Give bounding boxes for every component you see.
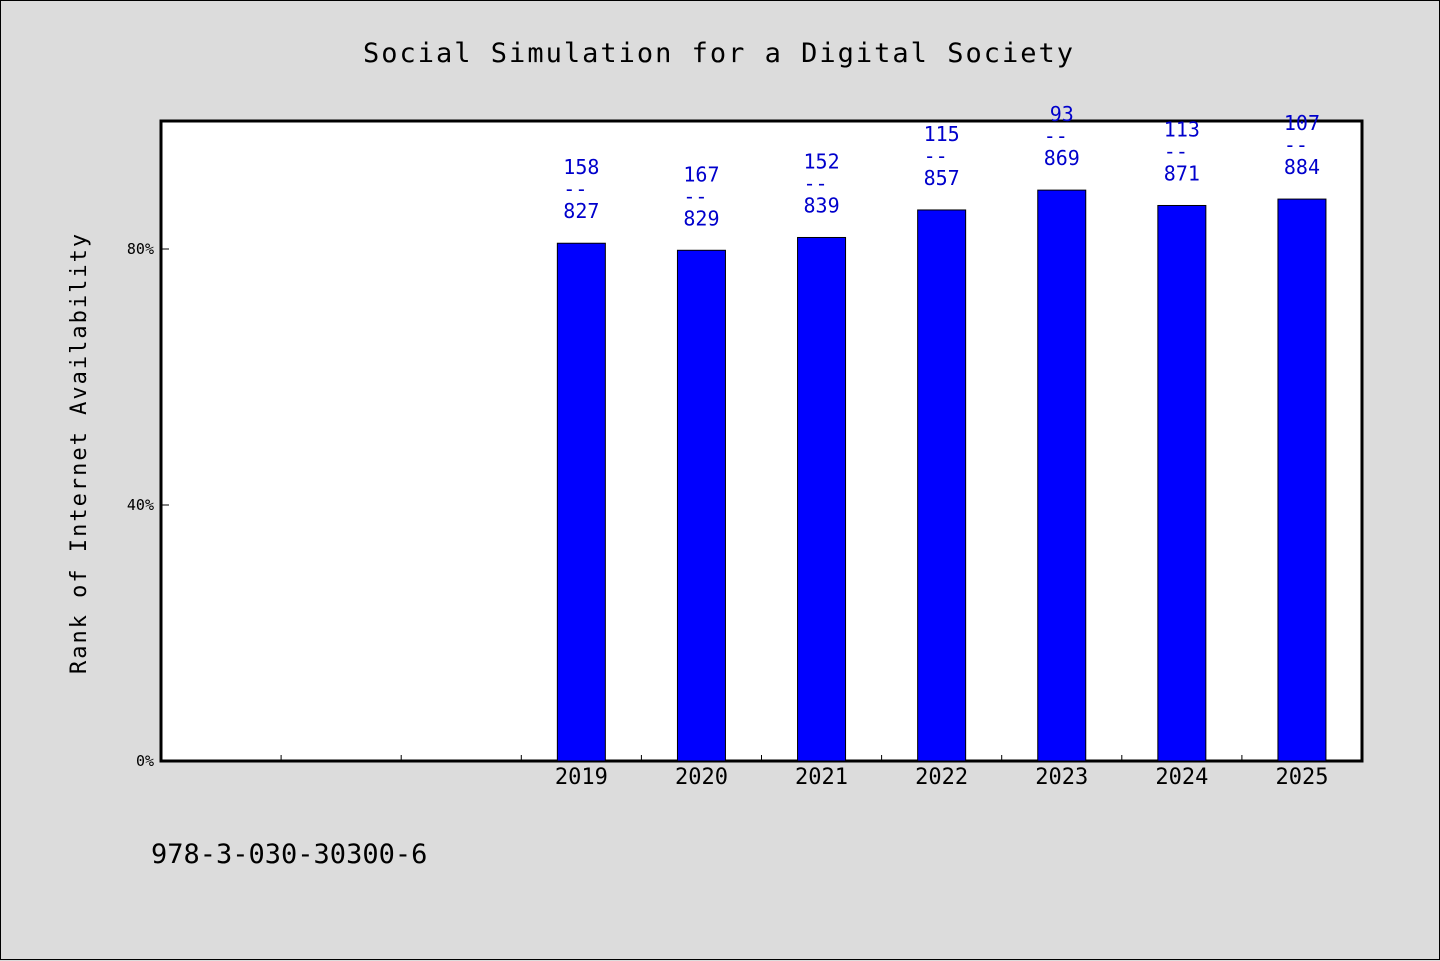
- data-label-bottom-2019: 827: [563, 199, 599, 223]
- data-label-bottom-2024: 871: [1164, 161, 1200, 185]
- y-tick-label: 80%: [127, 240, 154, 258]
- y-axis-label: Rank of Internet Availability: [67, 232, 92, 674]
- bar-2021: [797, 236, 847, 762]
- data-label-separator-2023: --: [1044, 124, 1068, 148]
- data-label-top-2019: 158: [563, 155, 599, 179]
- data-label-separator-2019: --: [563, 177, 587, 201]
- y-axis: 0% 40% 80%: [127, 240, 169, 770]
- data-label-top-2022: 115: [924, 122, 960, 146]
- x-tick-label: 2024: [1155, 765, 1208, 790]
- data-label-top-2021: 152: [803, 149, 839, 173]
- chart-title: Social Simulation for a Digital Society: [363, 38, 1075, 69]
- x-tick-label: 2023: [1035, 765, 1088, 790]
- data-label-top-2020: 167: [683, 162, 719, 186]
- x-tick-label: 2019: [555, 765, 608, 790]
- x-tick-label: 2021: [795, 765, 848, 790]
- data-label-top-2025: 107: [1284, 111, 1320, 135]
- bar-2023: [1037, 189, 1087, 762]
- y-tick-label: 40%: [127, 496, 154, 514]
- x-axis: 2019 2020 2021 2022 2023 2024 2025: [280, 755, 1328, 790]
- bar-2019: [556, 242, 606, 762]
- data-labels: 158--827167--829152--839115--85793--8691…: [563, 102, 1320, 230]
- data-label-bottom-2022: 857: [924, 166, 960, 190]
- x-tick-label: 2020: [675, 765, 728, 790]
- y-tick-label: 0%: [136, 752, 154, 770]
- data-label-separator-2021: --: [804, 171, 828, 195]
- data-label-bottom-2021: 839: [803, 193, 839, 217]
- x-tick-label: 2022: [915, 765, 968, 790]
- data-label-bottom-2023: 869: [1044, 146, 1080, 170]
- x-tick-label: 2025: [1275, 765, 1328, 790]
- bar-2025: [1277, 198, 1327, 762]
- data-label-top-2024: 113: [1164, 117, 1200, 141]
- bar-2020: [676, 249, 726, 762]
- bar-2022: [917, 209, 967, 762]
- data-label-separator-2020: --: [683, 184, 707, 208]
- isbn-footer: 978-3-030-30300-6: [151, 839, 427, 870]
- data-label-separator-2024: --: [1164, 139, 1188, 163]
- data-label-bottom-2020: 829: [683, 206, 719, 230]
- bars: [556, 189, 1327, 762]
- bar-2024: [1157, 204, 1207, 762]
- data-label-separator-2022: --: [924, 144, 948, 168]
- data-label-separator-2025: --: [1284, 133, 1308, 157]
- data-label-bottom-2025: 884: [1284, 155, 1320, 179]
- data-label-top-2023: 93: [1050, 102, 1074, 126]
